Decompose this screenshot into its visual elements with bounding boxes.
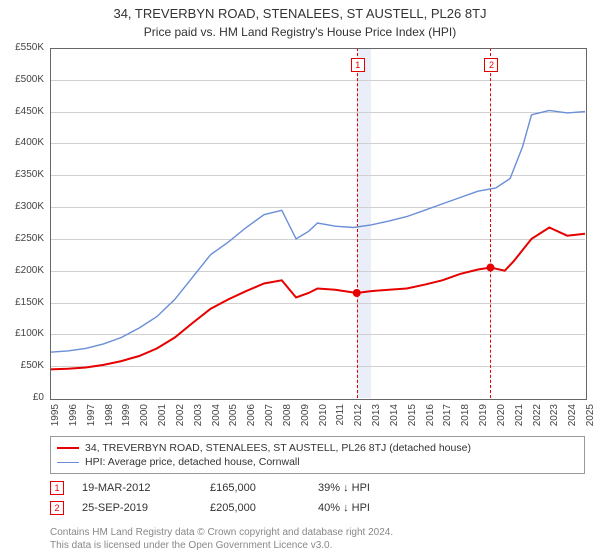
marker-label: 1 — [351, 58, 365, 72]
xtick-label: 2024 — [567, 404, 578, 432]
xtick-label: 2025 — [585, 404, 596, 432]
xtick-label: 2017 — [442, 404, 453, 432]
ytick-label: £350K — [0, 169, 44, 180]
xtick-label: 2015 — [407, 404, 418, 432]
footer-line-1: Contains HM Land Registry data © Crown c… — [50, 526, 393, 539]
ytick-label: £150K — [0, 297, 44, 308]
transaction-price: £205,000 — [210, 502, 300, 514]
xtick-label: 2019 — [478, 404, 489, 432]
ytick-label: £300K — [0, 201, 44, 212]
legend: 34, TREVERBYN ROAD, STENALEES, ST AUSTEL… — [50, 436, 585, 474]
transaction-delta: 40% ↓ HPI — [318, 502, 370, 514]
xtick-label: 2014 — [389, 404, 400, 432]
title-line-1: 34, TREVERBYN ROAD, STENALEES, ST AUSTEL… — [0, 0, 600, 23]
xtick-label: 2010 — [318, 404, 329, 432]
ytick-label: £400K — [0, 137, 44, 148]
legend-swatch — [57, 462, 79, 463]
xtick-label: 2016 — [425, 404, 436, 432]
title-line-2: Price paid vs. HM Land Registry's House … — [0, 23, 600, 39]
transaction-marker: 1 — [50, 481, 64, 495]
xtick-label: 2006 — [246, 404, 257, 432]
xtick-label: 2012 — [353, 404, 364, 432]
ytick-label: £50K — [0, 360, 44, 371]
legend-item: HPI: Average price, detached house, Corn… — [57, 455, 578, 469]
footer-line-2: This data is licensed under the Open Gov… — [50, 539, 393, 552]
xtick-label: 2011 — [335, 404, 346, 432]
ytick-label: £0 — [0, 392, 44, 403]
legend-label: 34, TREVERBYN ROAD, STENALEES, ST AUSTEL… — [85, 442, 471, 454]
legend-label: HPI: Average price, detached house, Corn… — [85, 456, 300, 468]
xtick-label: 2001 — [157, 404, 168, 432]
transaction-delta: 39% ↓ HPI — [318, 482, 370, 494]
xtick-label: 2021 — [514, 404, 525, 432]
transaction-date: 25-SEP-2019 — [82, 502, 192, 514]
xtick-label: 1997 — [86, 404, 97, 432]
legend-item: 34, TREVERBYN ROAD, STENALEES, ST AUSTEL… — [57, 441, 578, 455]
transactions-table: 1 19-MAR-2012 £165,000 39% ↓ HPI 2 25-SEP-201… — [50, 478, 370, 518]
transaction-row: 1 19-MAR-2012 £165,000 39% ↓ HPI — [50, 478, 370, 498]
xtick-label: 2003 — [193, 404, 204, 432]
xtick-label: 2020 — [496, 404, 507, 432]
xtick-label: 2018 — [460, 404, 471, 432]
xtick-label: 1999 — [121, 404, 132, 432]
legend-swatch — [57, 447, 79, 449]
ytick-label: £200K — [0, 265, 44, 276]
xtick-label: 1998 — [104, 404, 115, 432]
xtick-label: 2000 — [139, 404, 150, 432]
xtick-label: 2009 — [300, 404, 311, 432]
xtick-label: 2013 — [371, 404, 382, 432]
xtick-label: 2007 — [264, 404, 275, 432]
marker-label: 2 — [484, 58, 498, 72]
xtick-label: 2023 — [549, 404, 560, 432]
ytick-label: £100K — [0, 328, 44, 339]
transaction-row: 2 25-SEP-2019 £205,000 40% ↓ HPI — [50, 498, 370, 518]
xtick-label: 2004 — [211, 404, 222, 432]
xtick-label: 1995 — [50, 404, 61, 432]
transaction-marker: 2 — [50, 501, 64, 515]
transaction-date: 19-MAR-2012 — [82, 482, 192, 494]
xtick-label: 2022 — [532, 404, 543, 432]
footer: Contains HM Land Registry data © Crown c… — [50, 526, 393, 552]
ytick-label: £500K — [0, 74, 44, 85]
xtick-label: 2005 — [228, 404, 239, 432]
ytick-label: £250K — [0, 233, 44, 244]
xtick-label: 2008 — [282, 404, 293, 432]
transaction-price: £165,000 — [210, 482, 300, 494]
xtick-label: 2002 — [175, 404, 186, 432]
xtick-label: 1996 — [68, 404, 79, 432]
ytick-label: £550K — [0, 42, 44, 53]
chart-border — [50, 48, 587, 400]
ytick-label: £450K — [0, 106, 44, 117]
